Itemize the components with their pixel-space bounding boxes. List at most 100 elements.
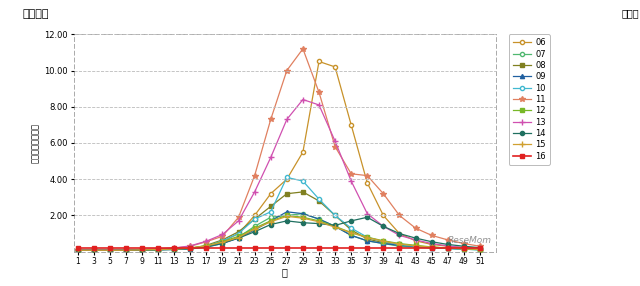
08: [460, 247, 468, 250]
15: [251, 227, 259, 231]
12: [74, 249, 81, 252]
Line: 10: 10: [76, 175, 482, 252]
08: [154, 248, 162, 251]
07: [283, 214, 291, 217]
07: [460, 247, 468, 251]
10: [315, 197, 323, 201]
14: [90, 249, 97, 252]
10: [170, 247, 178, 251]
13: [154, 247, 162, 251]
06: [122, 248, 130, 252]
09: [106, 249, 114, 252]
09: [90, 249, 97, 252]
08: [476, 247, 484, 251]
16: [444, 246, 452, 249]
12: [428, 245, 435, 249]
09: [283, 210, 291, 214]
11: [186, 245, 194, 248]
16: [267, 246, 275, 249]
12: [235, 235, 243, 238]
08: [202, 244, 210, 247]
09: [186, 247, 194, 251]
08: [412, 245, 419, 248]
13: [412, 238, 419, 242]
15: [106, 249, 114, 252]
08: [106, 249, 114, 252]
14: [412, 236, 419, 240]
06: [219, 240, 227, 243]
11: [332, 145, 339, 148]
16: [428, 246, 435, 249]
06: [283, 178, 291, 181]
10: [364, 235, 371, 239]
08: [251, 217, 259, 221]
10: [444, 247, 452, 250]
16: [251, 246, 259, 249]
14: [235, 236, 243, 240]
08: [348, 228, 355, 232]
10: [428, 246, 435, 249]
14: [315, 222, 323, 225]
06: [444, 245, 452, 248]
10: [219, 239, 227, 243]
08: [299, 190, 307, 194]
07: [106, 249, 114, 252]
06: [332, 65, 339, 69]
09: [74, 249, 81, 252]
Legend: 06, 07, 08, 09, 10, 11, 12, 13, 14, 15, 16: 06, 07, 08, 09, 10, 11, 12, 13, 14, 15, …: [509, 34, 550, 165]
13: [332, 140, 339, 143]
14: [476, 246, 484, 249]
12: [348, 231, 355, 235]
13: [315, 103, 323, 107]
11: [444, 238, 452, 242]
15: [412, 244, 419, 248]
06: [476, 247, 484, 250]
14: [186, 247, 194, 250]
10: [283, 176, 291, 179]
08: [428, 245, 435, 249]
15: [396, 242, 403, 246]
11: [412, 227, 419, 230]
07: [122, 249, 130, 252]
10: [380, 240, 387, 243]
07: [444, 247, 452, 250]
11: [74, 248, 81, 252]
11: [170, 246, 178, 250]
14: [444, 243, 452, 246]
16: [412, 246, 419, 249]
07: [138, 249, 146, 252]
06: [299, 150, 307, 154]
10: [122, 249, 130, 252]
06: [170, 248, 178, 251]
09: [396, 244, 403, 247]
07: [170, 248, 178, 251]
09: [235, 236, 243, 240]
12: [332, 225, 339, 228]
06: [106, 248, 114, 252]
08: [364, 237, 371, 241]
14: [267, 223, 275, 226]
11: [267, 118, 275, 121]
13: [476, 247, 484, 251]
Line: 14: 14: [76, 215, 482, 252]
09: [202, 245, 210, 249]
13: [251, 190, 259, 194]
13: [460, 246, 468, 249]
09: [219, 242, 227, 245]
15: [332, 225, 339, 229]
06: [154, 248, 162, 251]
08: [219, 238, 227, 242]
09: [299, 212, 307, 215]
16: [315, 246, 323, 249]
16: [154, 246, 162, 249]
15: [186, 246, 194, 250]
08: [186, 247, 194, 250]
13: [202, 239, 210, 243]
07: [202, 245, 210, 249]
07: [348, 234, 355, 237]
08: [235, 230, 243, 233]
14: [251, 230, 259, 233]
15: [428, 245, 435, 249]
07: [186, 247, 194, 251]
12: [106, 249, 114, 252]
